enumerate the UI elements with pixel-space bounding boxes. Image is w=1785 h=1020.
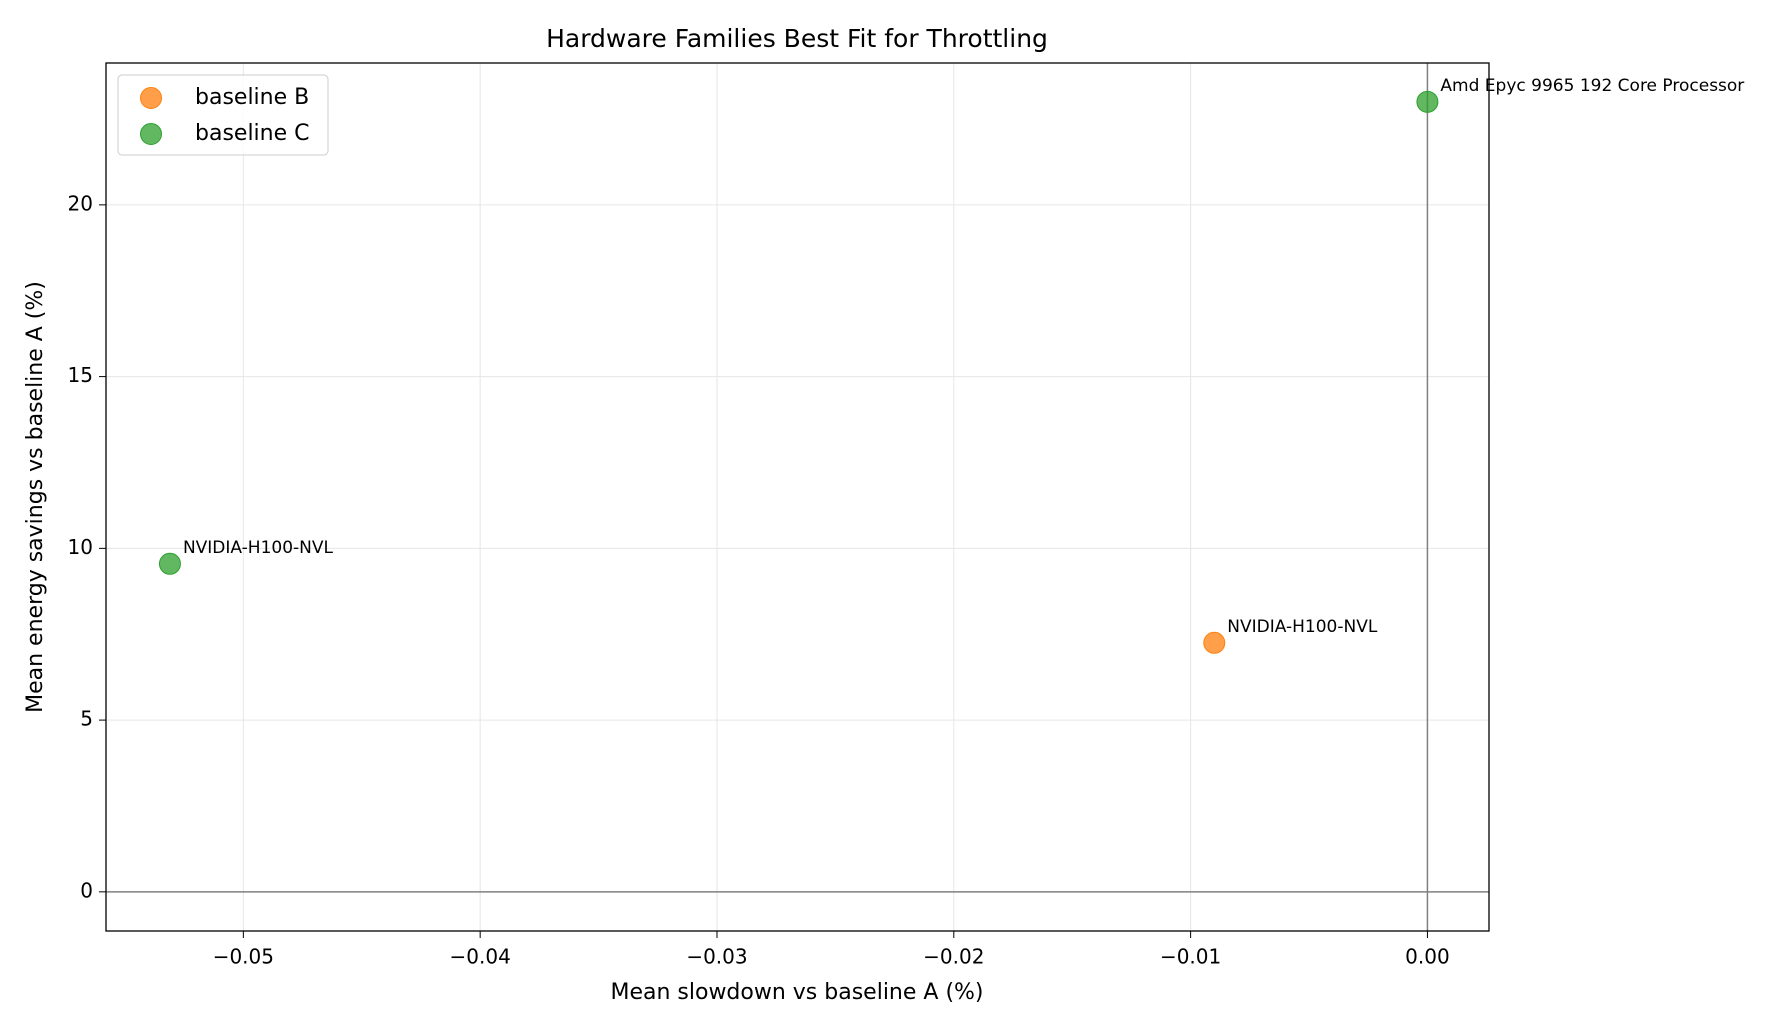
x-axis-label: Mean slowdown vs baseline A (%) <box>610 980 983 1005</box>
point-label: NVIDIA-H100-NVL <box>1227 617 1378 637</box>
legend-marker <box>140 123 162 145</box>
y-tick-label: 10 <box>68 535 93 559</box>
x-tick-label: 0.00 <box>1405 945 1450 969</box>
x-tick-label: −0.04 <box>450 945 511 969</box>
y-tick-label: 20 <box>68 191 93 215</box>
x-tick-label: −0.03 <box>686 945 747 969</box>
y-axis-label: Mean energy savings vs baseline A (%) <box>23 281 48 713</box>
point-label: NVIDIA-H100-NVL <box>183 538 334 558</box>
x-tick-label: −0.05 <box>213 945 274 969</box>
point-label: Amd Epyc 9965 192 Core Processor <box>1440 76 1744 96</box>
legend-marker <box>140 87 162 109</box>
legend-label: baseline B <box>195 85 309 110</box>
y-tick-label: 0 <box>80 878 93 902</box>
chart-title: Hardware Families Best Fit for Throttlin… <box>546 24 1048 53</box>
legend-label: baseline C <box>195 121 310 146</box>
y-tick-label: 5 <box>80 707 93 731</box>
x-tick-label: −0.01 <box>1160 945 1221 969</box>
point <box>1203 631 1226 654</box>
point <box>1416 90 1439 113</box>
legend-box <box>117 74 329 156</box>
point <box>158 552 181 575</box>
plot-frame <box>105 62 1490 932</box>
x-tick-label: −0.02 <box>923 945 984 969</box>
y-tick-label: 15 <box>68 363 93 387</box>
